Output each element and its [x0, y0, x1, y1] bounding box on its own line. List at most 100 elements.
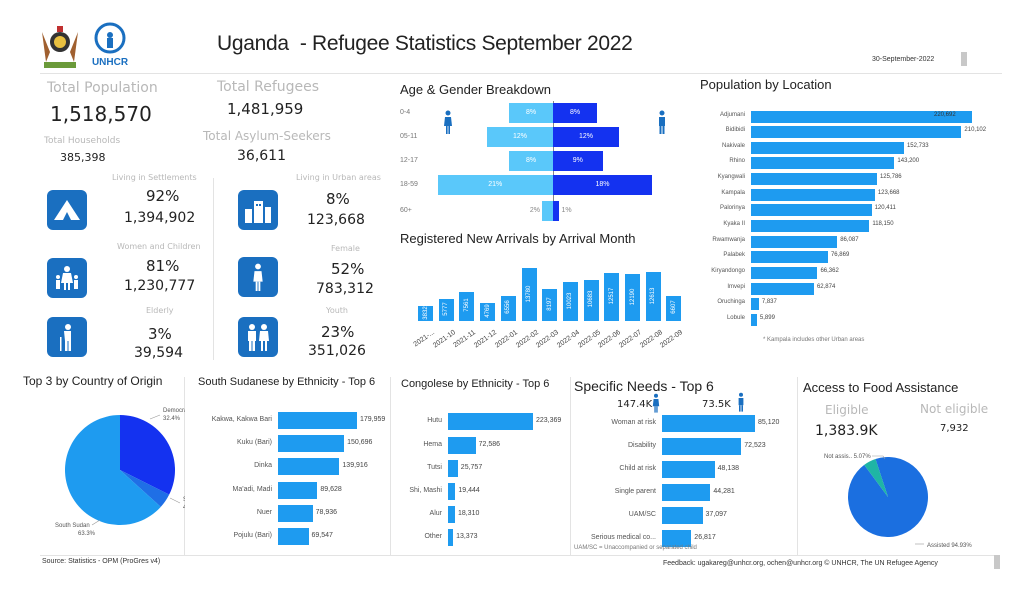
- kpi-tile-living-in-settlements: [47, 190, 87, 230]
- arrival-bar-label: 12613: [650, 287, 657, 305]
- total-refugees-label: Total Refugees: [217, 79, 320, 95]
- bar-value-label: 5,899: [759, 315, 775, 321]
- female-bar: [437, 175, 553, 195]
- kpi-pct-youth: 23%: [321, 323, 355, 341]
- footer-divider: [40, 555, 1000, 556]
- bar-category-label: Bidibidi: [725, 127, 745, 133]
- location-footnote: * Kampala includes other Urban areas: [763, 337, 865, 343]
- arrival-bar: [562, 282, 578, 321]
- kpi-label-living-in-settlements: Living in Settlements: [112, 173, 197, 182]
- bar-category-label: Hema: [423, 440, 442, 448]
- male-icon: [737, 392, 745, 416]
- bar-value-label: 69,547: [311, 531, 333, 539]
- bar-category-label: Nuer: [256, 508, 272, 516]
- pie-slice-south-sudan: [64, 415, 161, 525]
- bar-value-label: 120,411: [874, 205, 896, 211]
- bar-value-label: 139,916: [342, 461, 368, 469]
- kpi-tile-youth: [238, 317, 278, 357]
- kpi-pct-women-and-children: 81%: [146, 257, 180, 275]
- divider-2: [390, 377, 391, 555]
- arrival-bar-label: 5777: [443, 302, 450, 316]
- arrival-bar: [625, 274, 640, 321]
- total-households-value: 385,398: [60, 151, 106, 164]
- kpi-tile-women-and-children: [47, 258, 87, 298]
- bar: [278, 412, 357, 429]
- bar: [751, 267, 818, 279]
- kpi-tile-living-in-urban-areas: [238, 190, 278, 230]
- bar-value-label: 86,087: [840, 237, 859, 243]
- bar-category-label: Kuku (Bari): [236, 438, 272, 446]
- scrollbar-header[interactable]: [961, 52, 967, 66]
- total-population-label: Total Population: [47, 80, 158, 96]
- arrival-bar: [666, 295, 682, 321]
- divider-3: [570, 377, 571, 555]
- scrollbar-footer[interactable]: [994, 555, 1000, 569]
- bar-value-label: 26,817: [694, 533, 716, 541]
- bar-category-label: Palabek: [723, 252, 745, 258]
- female-bar-label: 21%: [488, 181, 503, 188]
- bar-category-label: Single parent: [614, 487, 656, 495]
- arrivals-title: Registered New Arrivals by Arrival Month: [400, 231, 636, 246]
- kpi-label-female: Female: [331, 244, 360, 253]
- female-bar-label: 12%: [512, 133, 527, 140]
- bar-category-label: Lobule: [726, 315, 745, 321]
- pie-label-south-sudan: South Sudan: [55, 523, 90, 529]
- food-title: Access to Food Assistance: [803, 380, 959, 395]
- male-bar-label: 12%: [578, 133, 593, 140]
- arrival-bar-label: 4769: [484, 304, 491, 318]
- bar: [278, 458, 340, 475]
- kpi-tile-female: [238, 257, 278, 297]
- bar: [278, 482, 318, 499]
- bar-category-label: Rwamwanja: [712, 237, 745, 243]
- bar: [751, 220, 870, 232]
- unhcr-logo: UNHCR: [90, 22, 130, 70]
- location-title: Population by Location: [700, 77, 832, 92]
- bar: [751, 157, 895, 169]
- arrival-bar: [438, 298, 454, 321]
- feedback-note: Feedback: ugakareg@unhcr.org, ochen@unhc…: [663, 560, 938, 567]
- bar-category-label: Pojulu (Bari): [233, 531, 272, 539]
- female-bar-label: 8%: [525, 157, 537, 164]
- bar: [662, 507, 703, 524]
- arrival-bar-label: 8197: [546, 297, 553, 311]
- male-bar: [553, 201, 559, 221]
- specific-needs-male-total: 73.5K: [702, 399, 731, 410]
- bar-value-label: 62,874: [816, 284, 836, 290]
- kpi-pct-female: 52%: [331, 260, 365, 278]
- food-label-assisted: Assisted 94.93%: [927, 543, 972, 549]
- bar: [662, 484, 711, 501]
- bar-category-label: Oruchinga: [717, 299, 745, 305]
- bar-category-label: Rhino: [729, 158, 745, 164]
- bar: [751, 173, 877, 185]
- bar-category-label: Palorinya: [719, 205, 745, 211]
- source-note: Source: Statistics - OPM (ProGres v4): [42, 558, 161, 565]
- female-bar: [509, 103, 553, 123]
- arrival-bar: [583, 279, 599, 321]
- female-bar: [509, 151, 553, 171]
- pie-slice-not-assisted: [864, 459, 888, 497]
- arrival-bar: [542, 289, 558, 321]
- bar: [278, 505, 313, 522]
- bar-value-label: 89,628: [320, 485, 342, 493]
- bar-value-label: 37,097: [705, 510, 727, 518]
- female-bar: [542, 201, 553, 221]
- bar-value-label: 210,102: [964, 127, 987, 133]
- kpi-pct-living-in-urban-areas: 8%: [326, 190, 350, 208]
- bar-value-label: 150,696: [347, 438, 373, 446]
- bar-value-label: 19,444: [458, 486, 480, 494]
- pie-label-drc: Democratic Re..: [163, 408, 185, 414]
- bar: [662, 461, 715, 478]
- bar-category-label: Kakwa, Kakwa Bari: [211, 415, 272, 423]
- bar-category-label: Woman at risk: [611, 418, 656, 426]
- bar-category-label: Disability: [627, 441, 656, 449]
- bar: [278, 528, 309, 545]
- bar: [751, 142, 904, 154]
- buildings-icon: [243, 197, 273, 223]
- specific-needs-female-total: 147.4K: [617, 399, 653, 410]
- male-bar: [553, 151, 603, 171]
- pie-slice-somalia: [120, 470, 170, 507]
- arrival-bar-label: 7561: [463, 298, 470, 313]
- kpi-value-female: 783,312: [316, 281, 374, 297]
- arrival-bar-label: 10023: [567, 292, 574, 310]
- age-label: 0-4: [400, 109, 411, 116]
